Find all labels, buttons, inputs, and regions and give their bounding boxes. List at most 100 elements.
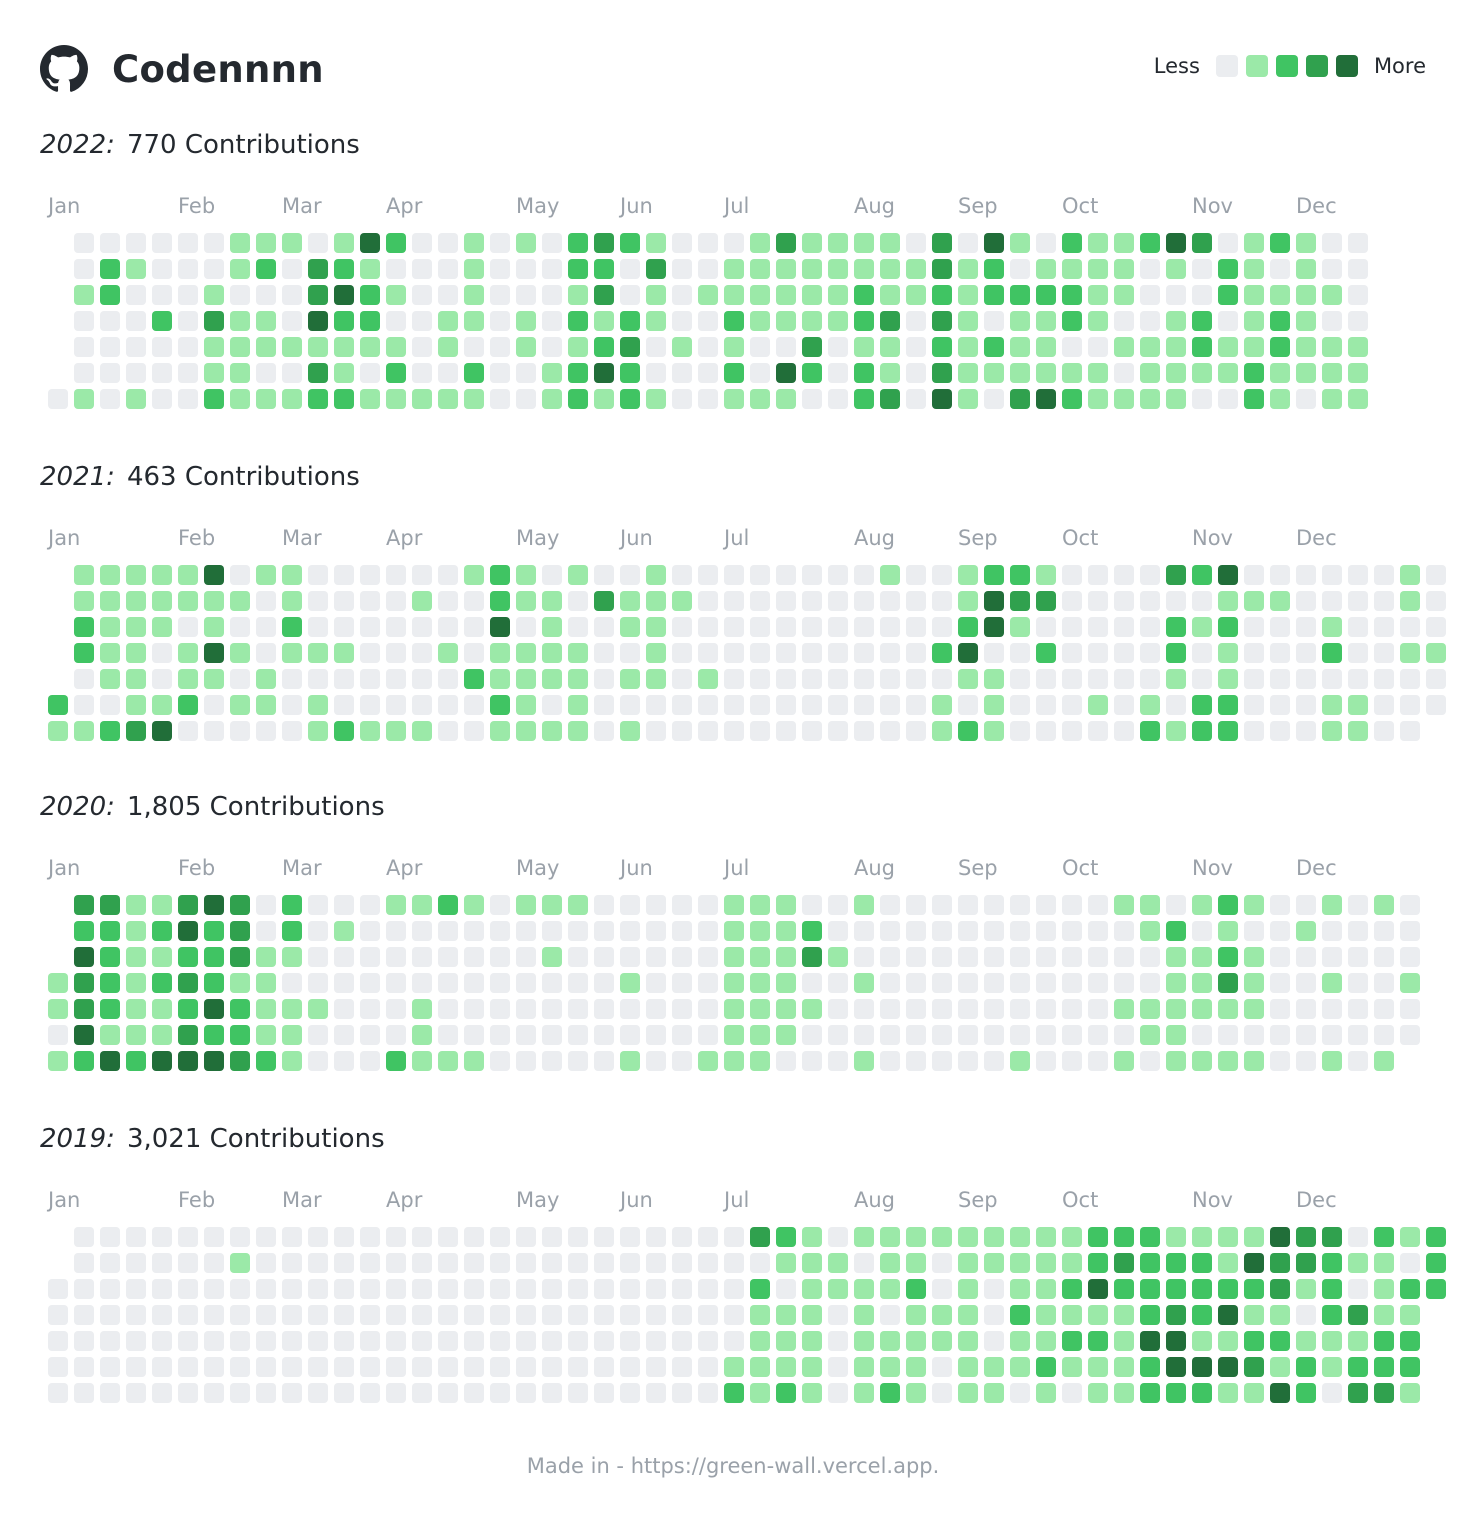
contribution-day-cell[interactable]	[1244, 1051, 1264, 1071]
contribution-day-cell[interactable]	[1322, 565, 1342, 585]
contribution-day-cell[interactable]	[672, 695, 692, 715]
contribution-day-cell[interactable]	[1348, 947, 1368, 967]
contribution-day-cell[interactable]	[1296, 591, 1316, 611]
contribution-day-cell[interactable]	[464, 1383, 484, 1403]
contribution-day-cell[interactable]	[724, 389, 744, 409]
contribution-day-cell[interactable]	[672, 1305, 692, 1325]
contribution-day-cell[interactable]	[568, 921, 588, 941]
contribution-day-cell[interactable]	[100, 233, 120, 253]
contribution-day-cell[interactable]	[828, 1227, 848, 1247]
contribution-day-cell[interactable]	[1322, 1305, 1342, 1325]
contribution-day-cell[interactable]	[74, 1051, 94, 1071]
contribution-day-cell[interactable]	[126, 617, 146, 637]
contribution-day-cell[interactable]	[594, 1357, 614, 1377]
contribution-day-cell[interactable]	[360, 363, 380, 383]
contribution-day-cell[interactable]	[1374, 1227, 1394, 1247]
contribution-day-cell[interactable]	[386, 1357, 406, 1377]
contribution-day-cell[interactable]	[958, 311, 978, 331]
contribution-day-cell[interactable]	[1348, 921, 1368, 941]
contribution-day-cell[interactable]	[126, 947, 146, 967]
contribution-day-cell[interactable]	[750, 311, 770, 331]
contribution-day-cell[interactable]	[1166, 1227, 1186, 1247]
contribution-day-cell[interactable]	[1400, 921, 1420, 941]
contribution-day-cell[interactable]	[126, 1383, 146, 1403]
contribution-day-cell[interactable]	[490, 921, 510, 941]
contribution-day-cell[interactable]	[308, 591, 328, 611]
contribution-day-cell[interactable]	[438, 669, 458, 689]
contribution-day-cell[interactable]	[1062, 1025, 1082, 1045]
contribution-day-cell[interactable]	[1088, 1305, 1108, 1325]
contribution-day-cell[interactable]	[1166, 1253, 1186, 1273]
contribution-day-cell[interactable]	[360, 1253, 380, 1273]
contribution-day-cell[interactable]	[438, 643, 458, 663]
contribution-day-cell[interactable]	[1348, 565, 1368, 585]
contribution-day-cell[interactable]	[776, 1253, 796, 1273]
contribution-day-cell[interactable]	[256, 389, 276, 409]
contribution-day-cell[interactable]	[542, 363, 562, 383]
contribution-day-cell[interactable]	[1270, 973, 1290, 993]
contribution-day-cell[interactable]	[1296, 1051, 1316, 1071]
contribution-day-cell[interactable]	[100, 947, 120, 967]
contribution-day-cell[interactable]	[594, 669, 614, 689]
contribution-day-cell[interactable]	[880, 337, 900, 357]
contribution-day-cell[interactable]	[126, 973, 146, 993]
contribution-day-cell[interactable]	[1140, 695, 1160, 715]
contribution-day-cell[interactable]	[1322, 285, 1342, 305]
contribution-day-cell[interactable]	[1218, 721, 1238, 741]
contribution-day-cell[interactable]	[386, 1051, 406, 1071]
contribution-day-cell[interactable]	[594, 285, 614, 305]
contribution-day-cell[interactable]	[776, 389, 796, 409]
contribution-day-cell[interactable]	[386, 695, 406, 715]
contribution-day-cell[interactable]	[464, 999, 484, 1019]
contribution-day-cell[interactable]	[724, 259, 744, 279]
contribution-day-cell[interactable]	[1036, 285, 1056, 305]
contribution-day-cell[interactable]	[880, 921, 900, 941]
contribution-day-cell[interactable]	[1218, 591, 1238, 611]
contribution-day-cell[interactable]	[74, 1025, 94, 1045]
contribution-day-cell[interactable]	[984, 1051, 1004, 1071]
contribution-day-cell[interactable]	[1192, 1051, 1212, 1071]
contribution-day-cell[interactable]	[1348, 617, 1368, 637]
contribution-day-cell[interactable]	[74, 591, 94, 611]
contribution-day-cell[interactable]	[256, 669, 276, 689]
contribution-day-cell[interactable]	[1218, 947, 1238, 967]
contribution-day-cell[interactable]	[542, 1305, 562, 1325]
contribution-day-cell[interactable]	[412, 895, 432, 915]
contribution-day-cell[interactable]	[880, 591, 900, 611]
contribution-day-cell[interactable]	[516, 259, 536, 279]
contribution-day-cell[interactable]	[204, 285, 224, 305]
contribution-day-cell[interactable]	[1140, 973, 1160, 993]
contribution-day-cell[interactable]	[386, 1279, 406, 1299]
contribution-day-cell[interactable]	[828, 1279, 848, 1299]
contribution-day-cell[interactable]	[672, 389, 692, 409]
contribution-day-cell[interactable]	[1088, 1383, 1108, 1403]
contribution-day-cell[interactable]	[308, 1025, 328, 1045]
contribution-day-cell[interactable]	[958, 999, 978, 1019]
contribution-day-cell[interactable]	[542, 1227, 562, 1247]
contribution-day-cell[interactable]	[256, 565, 276, 585]
contribution-day-cell[interactable]	[880, 947, 900, 967]
contribution-day-cell[interactable]	[516, 1305, 536, 1325]
contribution-day-cell[interactable]	[646, 617, 666, 637]
contribution-day-cell[interactable]	[1244, 695, 1264, 715]
contribution-day-cell[interactable]	[1088, 337, 1108, 357]
contribution-day-cell[interactable]	[932, 921, 952, 941]
contribution-day-cell[interactable]	[698, 999, 718, 1019]
contribution-day-cell[interactable]	[1400, 1253, 1420, 1273]
contribution-day-cell[interactable]	[1244, 285, 1264, 305]
contribution-day-cell[interactable]	[334, 363, 354, 383]
contribution-day-cell[interactable]	[542, 921, 562, 941]
contribution-day-cell[interactable]	[1010, 565, 1030, 585]
contribution-day-cell[interactable]	[542, 311, 562, 331]
contribution-day-cell[interactable]	[672, 311, 692, 331]
contribution-day-cell[interactable]	[1244, 973, 1264, 993]
contribution-day-cell[interactable]	[256, 1331, 276, 1351]
contribution-day-cell[interactable]	[490, 311, 510, 331]
contribution-day-cell[interactable]	[438, 565, 458, 585]
contribution-day-cell[interactable]	[1400, 721, 1420, 741]
contribution-day-cell[interactable]	[230, 363, 250, 383]
contribution-day-cell[interactable]	[1374, 565, 1394, 585]
contribution-day-cell[interactable]	[1218, 363, 1238, 383]
contribution-day-cell[interactable]	[828, 947, 848, 967]
contribution-day-cell[interactable]	[464, 1051, 484, 1071]
